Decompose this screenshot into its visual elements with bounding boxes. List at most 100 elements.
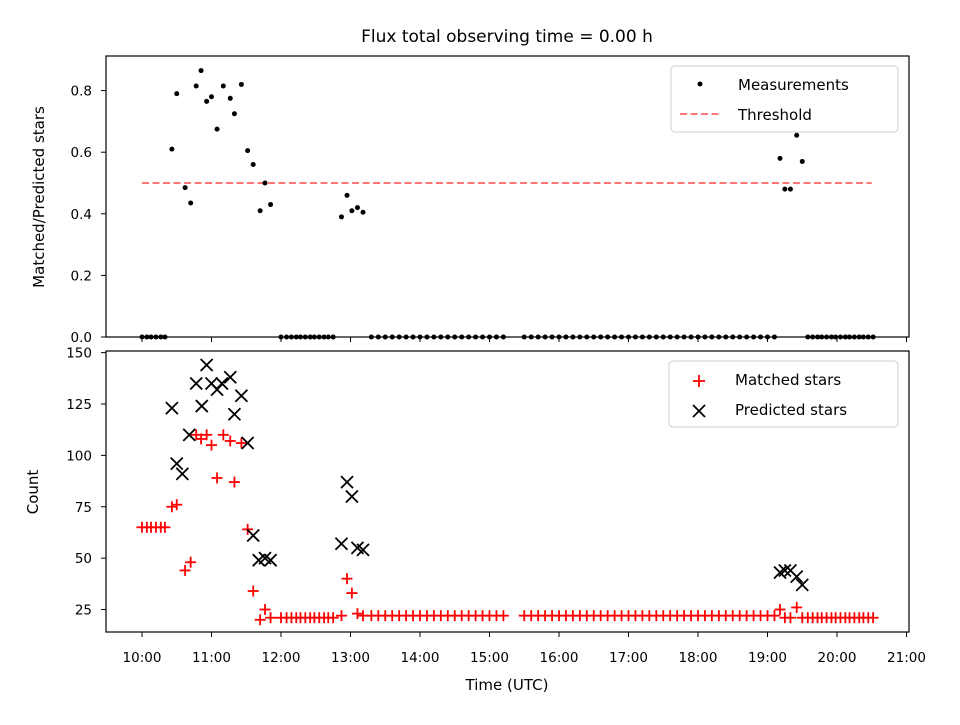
matched-stars-point [166, 501, 178, 513]
measurement-point [815, 334, 821, 340]
measurement-point [431, 334, 437, 340]
predicted-stars-point [189, 376, 203, 391]
count-x-tick-label: 19:00 [748, 650, 787, 666]
measurement-point [819, 334, 825, 340]
predicted-stars-point-b [795, 578, 809, 592]
measurement-point [782, 186, 788, 192]
measurement-point [851, 334, 857, 340]
measurement-point [556, 334, 562, 340]
predicted-stars-point [340, 475, 354, 489]
matched-stars-point [867, 612, 879, 624]
count-x-axis-label: Time (UTC) [465, 676, 549, 694]
ratio-y-tick-label: 0.6 [71, 145, 92, 161]
matched-stars-point [335, 610, 347, 622]
count-x-tick-label: 15:00 [470, 650, 509, 666]
measurement-point [824, 334, 830, 340]
measurement-point [220, 83, 226, 89]
measurement-point [716, 334, 722, 340]
predicted-stars-point [241, 436, 255, 450]
ratio-marks [139, 68, 876, 340]
matched-stars-point [206, 439, 217, 451]
measurement-point [182, 185, 188, 191]
measurement-point [805, 334, 811, 340]
measurement-point [188, 200, 194, 206]
measurement-point [799, 158, 805, 164]
matched-legend-label: Matched stars [735, 371, 841, 389]
measurement-point [751, 334, 757, 340]
count-x-tick-label: 21:00 [887, 650, 926, 666]
predicted-legend-label: Predicted stars [735, 401, 847, 419]
predicted-stars-point-b [170, 456, 184, 471]
measurement-point [723, 334, 729, 340]
measurements-legend-marker [697, 81, 703, 87]
measurement-point [158, 334, 164, 340]
predicted-stars-point-b [783, 563, 798, 578]
predicted-stars-point-b [234, 389, 249, 403]
measurement-point [238, 81, 244, 87]
measurement-point [382, 334, 388, 340]
measurement-point [667, 334, 673, 340]
predicted-stars-point [215, 376, 229, 391]
predicted-stars-point [210, 382, 224, 397]
measurement-point [542, 334, 548, 340]
measurement-point [293, 334, 299, 340]
measurement-point [758, 334, 764, 340]
measurement-point [262, 180, 268, 186]
measurement-point [311, 334, 317, 340]
predicted-stars-point [263, 553, 278, 567]
matched-stars-point [768, 610, 780, 622]
count-panel-frame [105, 350, 910, 633]
count-x-tick-label: 20:00 [818, 650, 857, 666]
matched-stars-point [327, 612, 339, 624]
ratio-y-tick-label: 0.0 [71, 330, 92, 346]
ratio-panel-frame [105, 55, 910, 338]
matched-stars-point [784, 612, 796, 624]
measurement-point [833, 334, 839, 340]
measurement-point [198, 68, 204, 74]
matched-stars-point [774, 604, 786, 615]
count-marks [136, 358, 879, 626]
ratio-y-axis-label: Matched/Predicted stars [30, 106, 48, 288]
predicted-stars-point-b [241, 436, 255, 450]
measurement-point [297, 334, 303, 340]
measurement-point [153, 334, 159, 340]
measurement-point [139, 334, 145, 340]
measurements-legend-label: Measurements [738, 76, 849, 94]
count-y-axis-label: Count [24, 470, 42, 515]
measurement-point [344, 192, 350, 198]
count-x-tick-label: 18:00 [679, 650, 718, 666]
count-x-tick-label: 10:00 [123, 650, 162, 666]
measurement-point [257, 208, 263, 214]
measurement-point [375, 334, 381, 340]
measurement-point [810, 334, 816, 340]
matched-stars-point [259, 604, 271, 615]
measurement-point [521, 334, 527, 340]
measurement-point [605, 334, 611, 340]
measurement-point [653, 334, 659, 340]
predicted-stars-point-b [340, 475, 354, 489]
count-legend-frame [668, 360, 899, 428]
matched-stars-point [247, 585, 259, 597]
ratio-legend: Measurements Threshold [670, 65, 899, 133]
measurement-point [250, 162, 256, 168]
ratio-panel: 0.00.20.40.60.8 Matched/Predicted stars … [30, 55, 910, 346]
ratio-y-tick-label: 0.4 [71, 207, 92, 223]
measurement-point [452, 334, 458, 340]
measurement-point [660, 334, 666, 340]
predicted-stars-point [234, 389, 249, 403]
matched-stars-point [791, 601, 803, 613]
measurement-point [349, 208, 355, 214]
predicted-stars-point [170, 456, 184, 471]
measurement-point [338, 214, 344, 220]
predicted-stars-point-b [175, 467, 189, 481]
measurement-point [549, 334, 555, 340]
measurement-point [410, 334, 416, 340]
measurement-point [209, 94, 214, 100]
predicted-stars-point [165, 401, 179, 415]
count-y-tick-label: 125 [66, 397, 92, 413]
measurement-point [480, 334, 486, 340]
measurement-point [598, 334, 604, 340]
measurement-point [354, 205, 360, 211]
ratio-y-tick-label: 0.8 [71, 84, 92, 100]
predicted-stars-point [199, 358, 214, 372]
